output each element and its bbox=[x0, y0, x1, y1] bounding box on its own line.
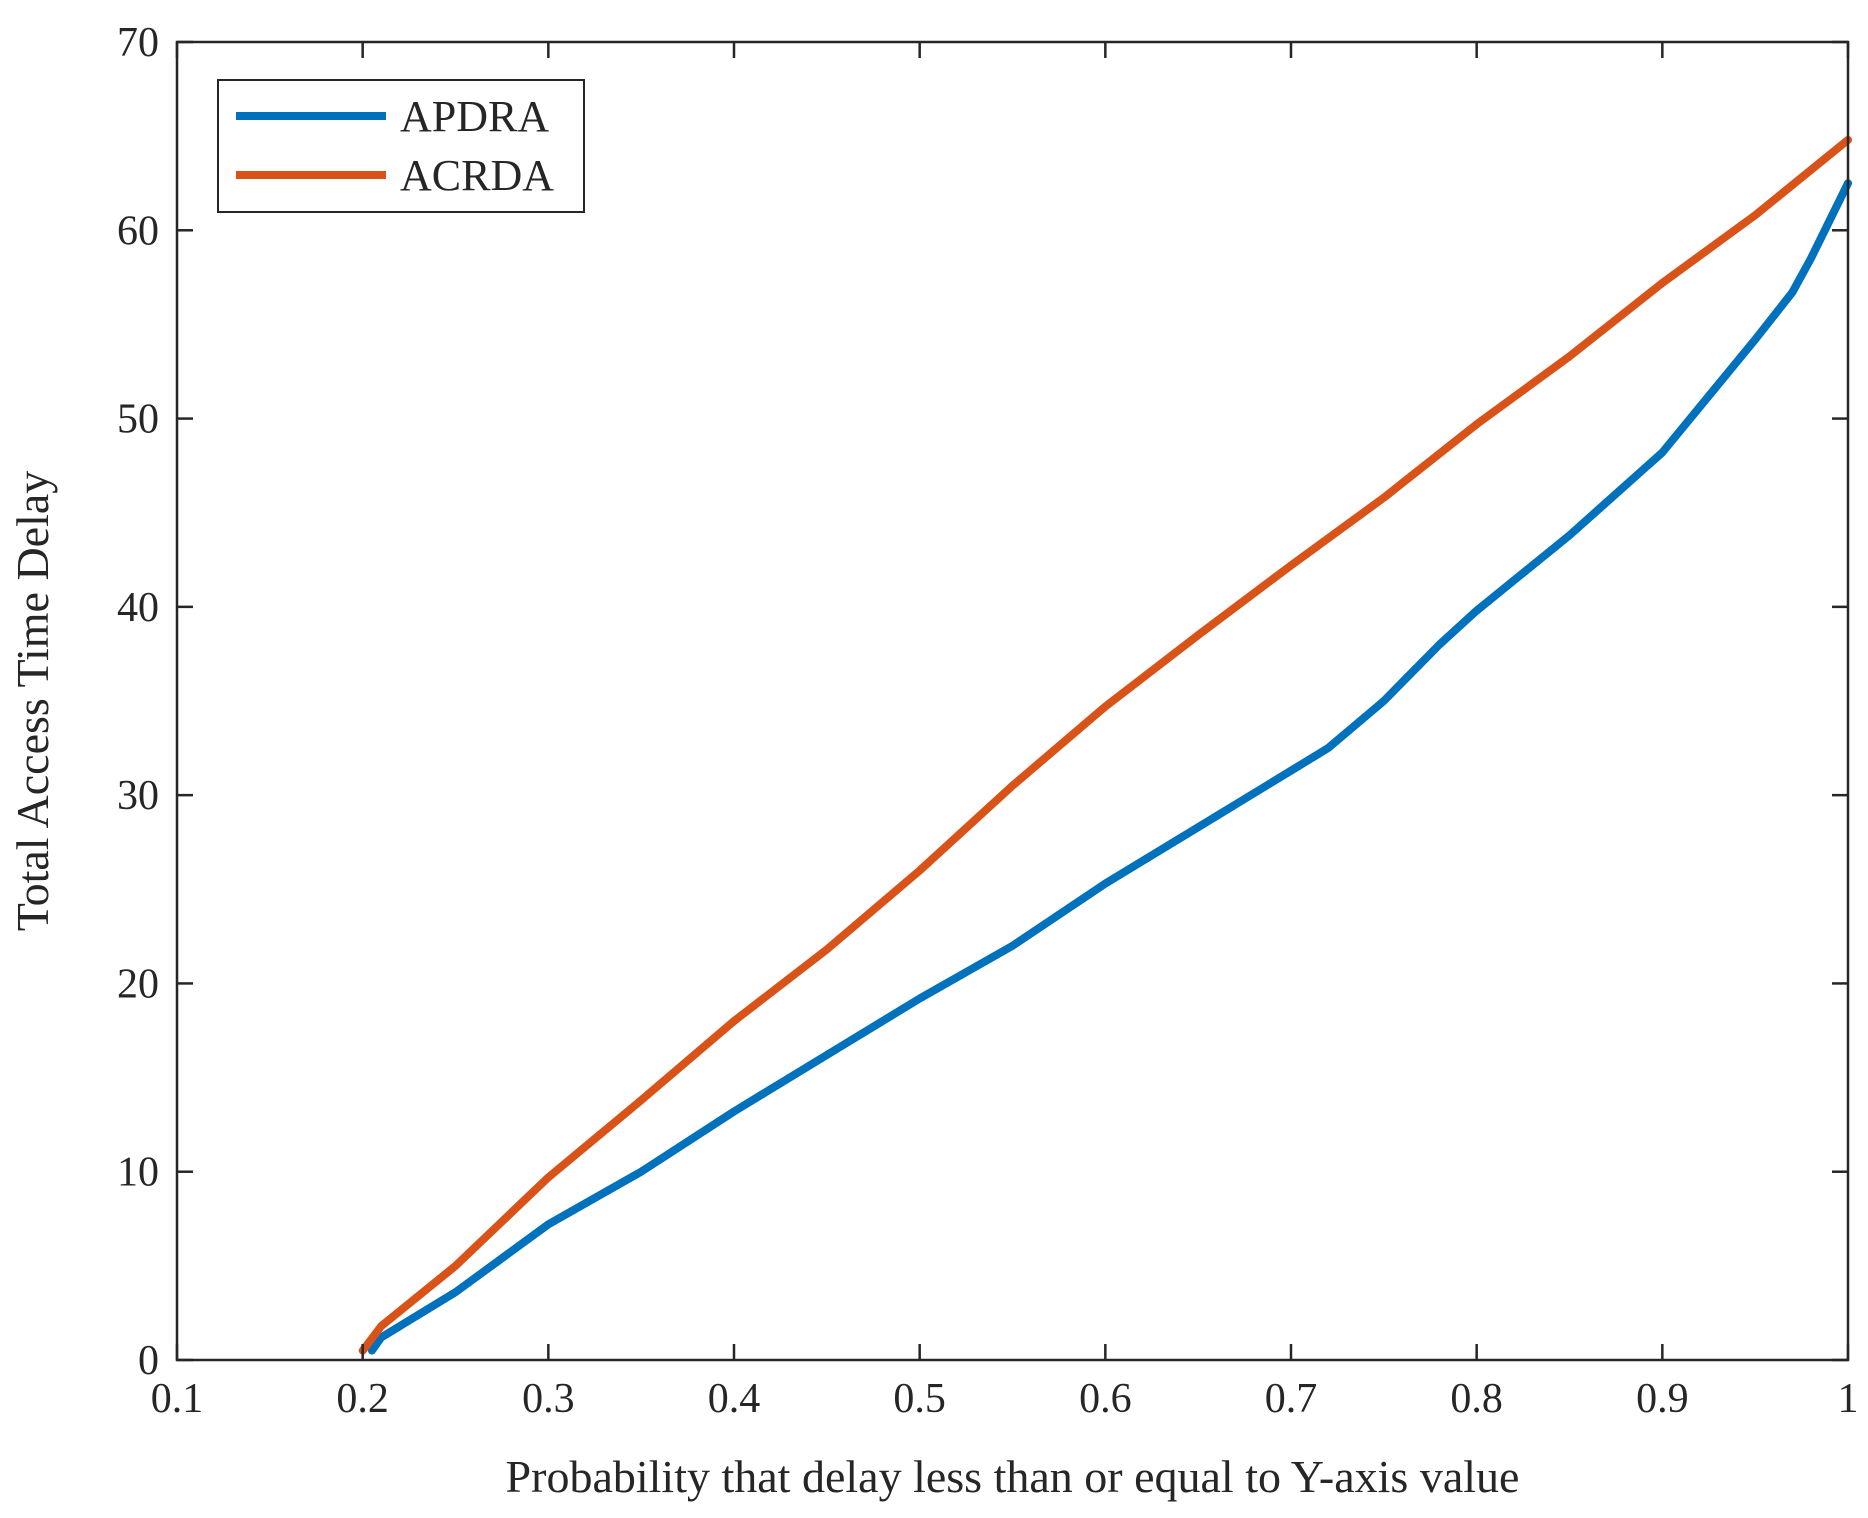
series-line-apdra bbox=[367, 179, 1852, 1355]
legend-box bbox=[217, 79, 585, 213]
plot-background bbox=[177, 42, 1848, 1360]
x-tick-label: 0.3 bbox=[522, 1376, 575, 1422]
series-layer bbox=[358, 135, 1852, 1355]
y-tick-label: 10 bbox=[117, 1150, 159, 1196]
x-tick-label: 1 bbox=[1838, 1376, 1859, 1422]
y-tick-label: 30 bbox=[117, 773, 159, 819]
y-tick-label: 0 bbox=[138, 1338, 159, 1384]
x-tick-label: 0.9 bbox=[1636, 1376, 1689, 1422]
x-tick-label: 0.8 bbox=[1450, 1376, 1503, 1422]
legend-label-acrda: ACRDA bbox=[400, 151, 554, 200]
y-tick-label: 40 bbox=[117, 585, 159, 631]
tick-labels: 0.1 0.2 0.3 0.4 0.5 0.6 0.7 0.8 0.9 1010203040506… bbox=[117, 20, 1859, 1422]
axes bbox=[175, 40, 1850, 1362]
plot-area bbox=[177, 42, 1848, 1360]
x-tick-label: 0.4 bbox=[708, 1376, 761, 1422]
x-tick-label: 0.5 bbox=[893, 1376, 946, 1422]
x-tick-label: 0.7 bbox=[1265, 1376, 1318, 1422]
x-tick-label: 0.2 bbox=[336, 1376, 389, 1422]
axes-frame bbox=[175, 40, 1850, 1362]
x-axis-label: Probability that delay less than or equa… bbox=[506, 1451, 1520, 1502]
y-tick-label: 70 bbox=[117, 20, 159, 66]
x-tick-label: 0.6 bbox=[1079, 1376, 1132, 1422]
legend: APDRA ACRDA bbox=[217, 79, 585, 213]
legend-label-apdra: APDRA bbox=[400, 92, 549, 141]
series-line-acrda bbox=[358, 135, 1852, 1355]
y-tick-label: 50 bbox=[117, 397, 159, 443]
y-tick-label: 60 bbox=[117, 208, 159, 254]
y-axis-label: Total Access Time Delay bbox=[7, 471, 58, 932]
x-tick-label: 0.1 bbox=[151, 1376, 204, 1422]
y-tick-label: 20 bbox=[117, 961, 159, 1007]
